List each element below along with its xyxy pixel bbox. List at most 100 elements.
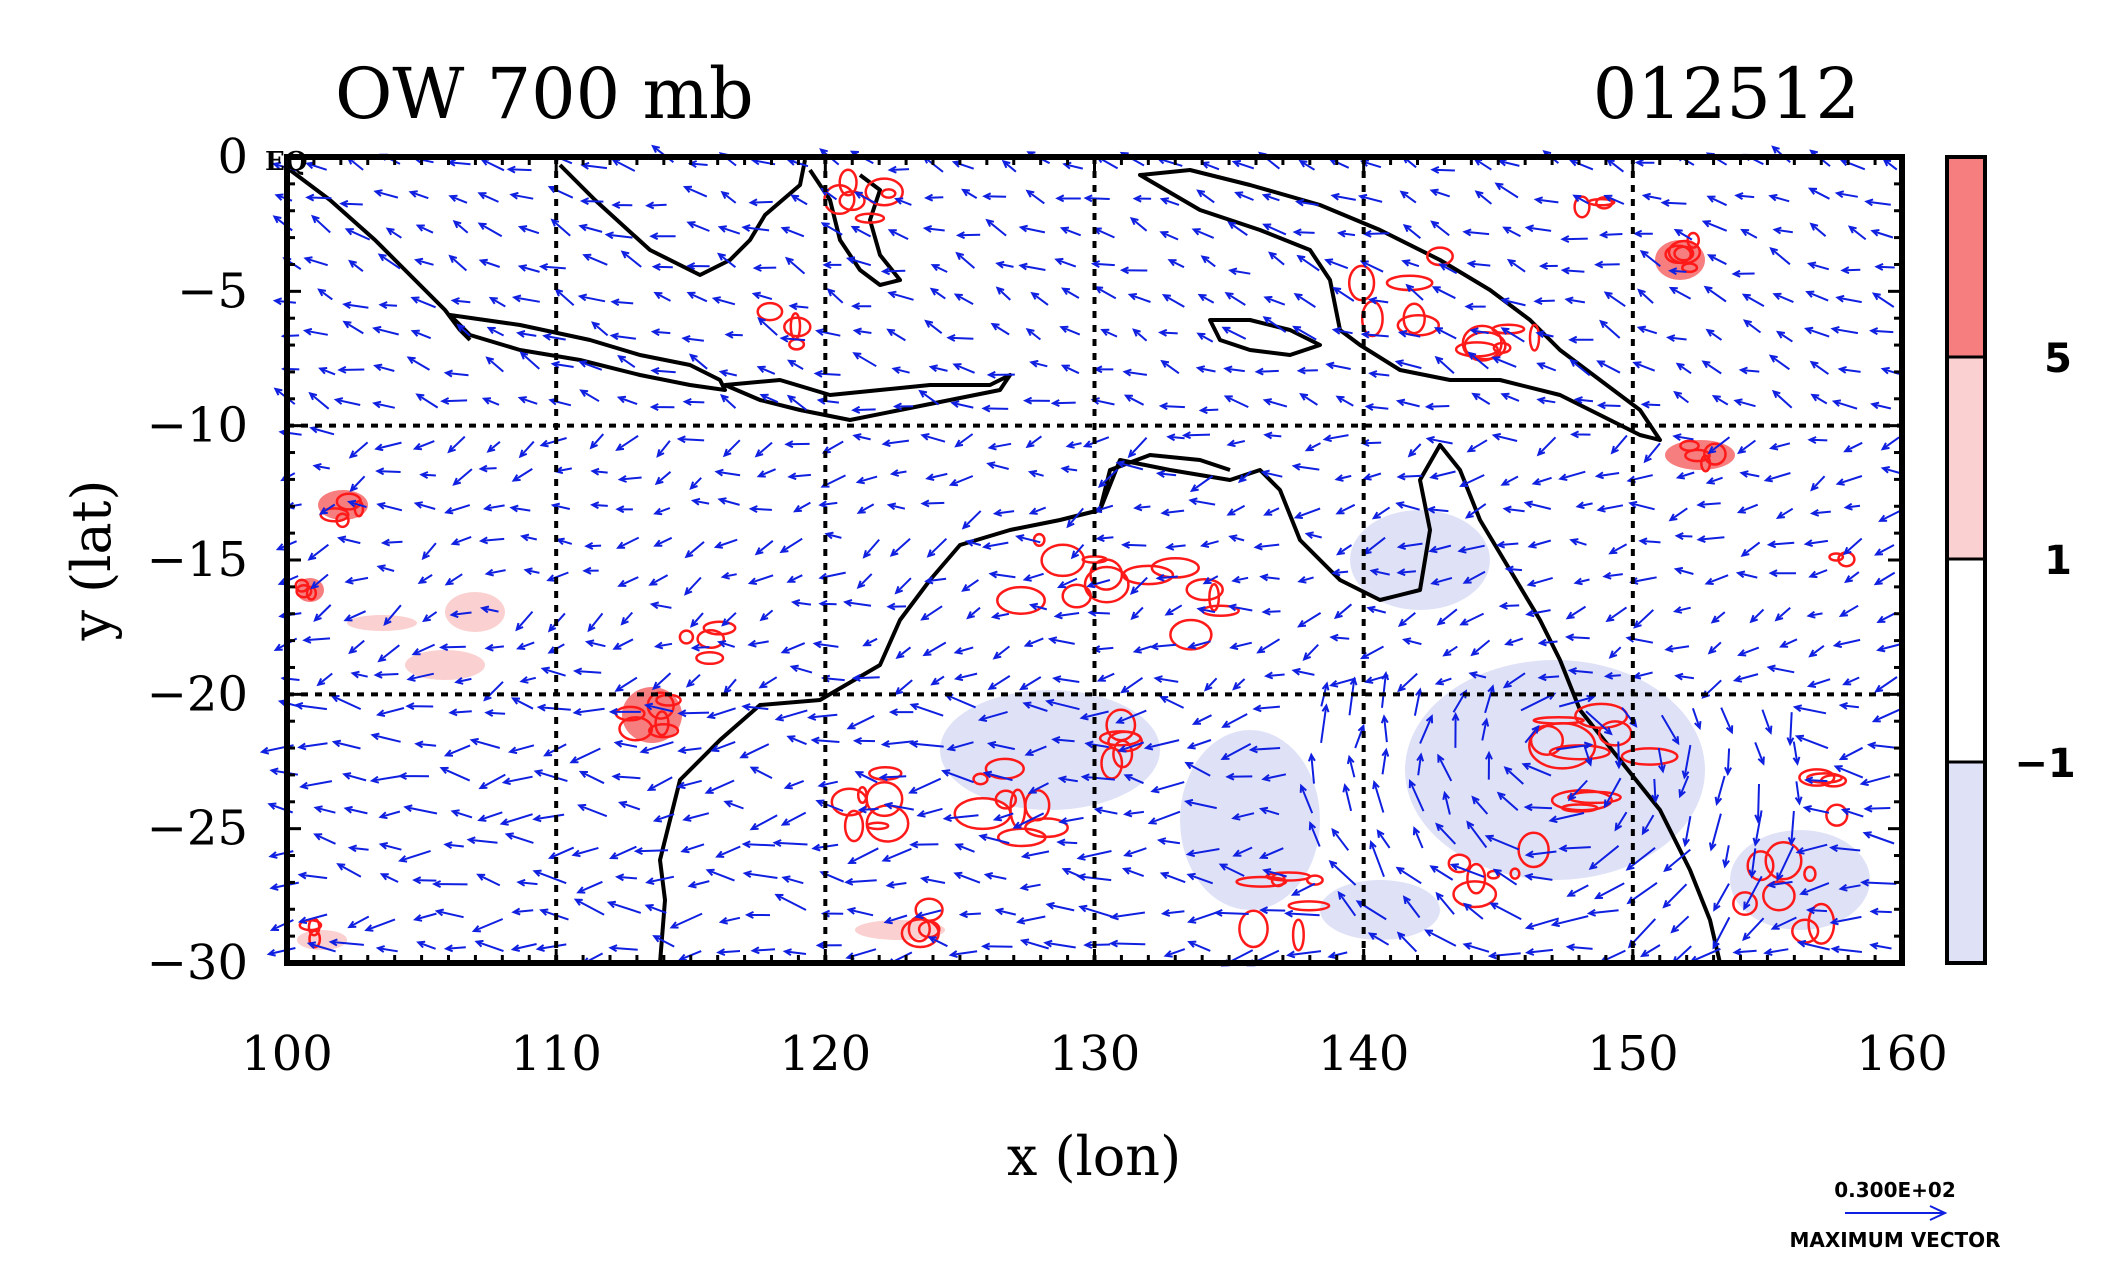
wind-vector-arrow — [686, 221, 710, 232]
wind-vector-arrow — [1558, 694, 1596, 708]
y-tick-label-25: −25 — [147, 801, 248, 857]
wind-vector-arrow — [1181, 431, 1211, 440]
wind-vector-arrow — [1161, 294, 1185, 308]
wind-vector-arrow — [982, 770, 1013, 782]
wind-vector-arrow — [1262, 868, 1287, 878]
ow-contour-ring — [1762, 880, 1796, 912]
wind-vector-arrow — [1022, 701, 1048, 712]
wind-vector-arrow — [1334, 474, 1352, 482]
wind-vector-arrow — [1029, 359, 1048, 368]
wind-vector-arrow — [790, 599, 812, 607]
ow-contour-ring — [1803, 865, 1817, 883]
wind-vector-arrow — [1367, 932, 1390, 946]
wind-vector-arrow — [443, 369, 469, 378]
wind-vector-arrow — [1401, 637, 1422, 646]
wind-vector-arrow — [1734, 192, 1755, 200]
wind-vector-arrow — [344, 576, 369, 585]
wind-vector-arrow — [1466, 820, 1488, 849]
wind-vector-arrow — [439, 766, 471, 782]
wind-vector-arrow — [1567, 667, 1593, 675]
coast-timor — [1208, 318, 1322, 357]
wind-vector-arrow — [1331, 827, 1350, 851]
wind-vector-arrow — [616, 536, 640, 549]
wind-vector-arrow — [1331, 568, 1349, 577]
wind-vector-arrow — [1262, 223, 1287, 236]
wind-vector-arrow — [1395, 398, 1420, 408]
wind-vector-arrow — [1298, 159, 1316, 171]
wind-vector-arrow — [1807, 187, 1830, 200]
wind-vector-arrow — [573, 898, 605, 916]
wind-vector-arrow — [1614, 811, 1628, 832]
wind-vector-arrow — [1873, 571, 1896, 586]
wind-vector-arrow — [1672, 606, 1691, 614]
wind-vector-arrow — [484, 643, 505, 652]
wind-vector-arrow — [856, 573, 873, 590]
wind-vector-arrow — [1876, 643, 1900, 653]
wind-vector-arrow — [1159, 871, 1186, 884]
wind-vector-arrow — [385, 227, 402, 239]
wind-vector-arrow — [1533, 196, 1559, 205]
colorbar-label-5: 5 — [2044, 336, 2072, 382]
wind-vector-arrow — [780, 811, 807, 826]
wind-vector-arrow — [789, 664, 813, 674]
wind-vector-arrow — [1628, 500, 1655, 511]
wind-vector-arrow — [751, 291, 773, 301]
map-title-right: 012512 — [1593, 53, 1860, 135]
wind-vector-arrow — [1109, 911, 1146, 921]
wind-vector-arrow — [1639, 249, 1661, 267]
y-tick-label-20: −20 — [147, 666, 248, 722]
wind-vector-arrow — [1632, 361, 1656, 372]
wind-vector-arrow — [1731, 269, 1755, 278]
map-panel — [259, 144, 1905, 967]
wind-vector-arrow — [716, 640, 735, 648]
wind-vector-arrow — [1485, 750, 1493, 780]
wind-vector-arrow — [1160, 359, 1180, 375]
wind-vector-arrow — [370, 732, 401, 743]
wind-vector-arrow — [1090, 260, 1115, 268]
wind-vector-arrow — [684, 541, 705, 559]
wind-vector-arrow — [1435, 891, 1455, 915]
wind-vector-arrow — [1302, 644, 1319, 661]
wind-vector-arrow — [1673, 390, 1690, 404]
wind-vector-arrow — [380, 538, 403, 547]
wind-vector-arrow — [886, 502, 906, 511]
ow-contour-ring — [695, 650, 725, 666]
wind-vector-arrow — [1123, 847, 1147, 858]
wind-vector-arrow — [1608, 646, 1622, 659]
wind-vector-arrow — [720, 393, 737, 409]
wind-vector-arrow — [650, 328, 671, 337]
wind-vector-arrow — [1430, 576, 1453, 586]
wind-vector-arrow — [1402, 895, 1421, 919]
wind-vector-arrow — [1299, 783, 1314, 814]
wind-vector-arrow — [1703, 285, 1727, 303]
wind-vector-arrow — [784, 256, 806, 275]
wind-vector-arrow — [1293, 507, 1321, 519]
wind-vector-arrow — [851, 405, 876, 414]
wind-vector-arrow — [1651, 778, 1660, 804]
wind-vector-arrow — [1295, 198, 1319, 207]
wind-vector-arrow — [1792, 704, 1827, 715]
wind-vector-arrow — [1772, 226, 1793, 235]
wind-vector-arrow — [486, 441, 501, 453]
wind-vector-arrow — [1524, 850, 1557, 859]
wind-vector-arrow — [930, 264, 948, 273]
y-tick-label-15: −15 — [147, 532, 248, 588]
wind-vector-arrow — [1328, 860, 1357, 886]
wind-vector-arrow — [1127, 437, 1148, 459]
wind-vector-arrow — [1462, 902, 1484, 920]
wind-vector-arrow — [477, 222, 503, 238]
ow-contour-ring — [319, 507, 350, 523]
wind-vector-arrow — [1082, 436, 1110, 448]
wind-vector-arrow — [1260, 469, 1283, 478]
wind-vector-arrow — [1435, 822, 1457, 845]
wind-vector-arrow — [375, 707, 405, 717]
wind-vector-arrow — [410, 296, 436, 309]
wind-vector-arrow — [1585, 710, 1613, 736]
wind-vector-arrow — [579, 197, 604, 206]
wind-vector-arrow — [1497, 158, 1520, 167]
wind-vector-arrow — [1502, 226, 1521, 238]
wind-vector-arrow — [720, 571, 737, 580]
wind-vector-arrow — [617, 354, 636, 369]
wind-vector-arrow — [852, 736, 876, 745]
wind-vector-arrow — [846, 907, 874, 917]
